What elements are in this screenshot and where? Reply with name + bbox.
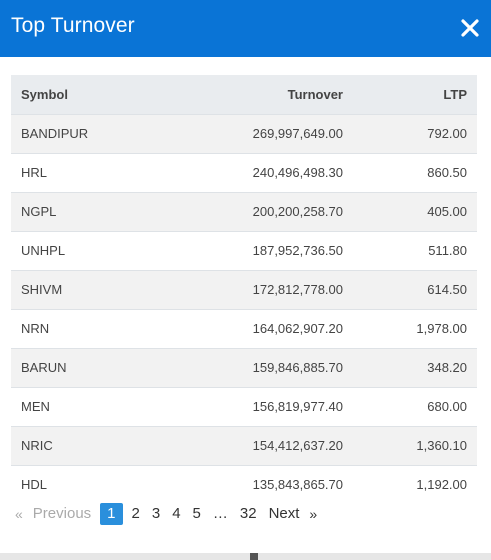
cell-turnover: 172,812,778.00	[252, 282, 343, 297]
cell-ltp: 614.50	[427, 282, 467, 297]
column-header-turnover[interactable]: Turnover	[287, 86, 343, 102]
next-page-link[interactable]: Next	[268, 505, 300, 522]
cell-turnover: 240,496,498.30	[252, 165, 343, 180]
cell-turnover: 156,819,977.40	[252, 399, 343, 414]
cell-ltp: 860.50	[427, 165, 467, 180]
cell-symbol: BARUN	[21, 360, 67, 375]
cell-turnover: 164,062,907.20	[252, 321, 343, 336]
next-arrow[interactable]: »	[309, 506, 318, 522]
cell-turnover: 159,846,885.70	[252, 360, 343, 375]
cell-turnover: 269,997,649.00	[252, 126, 343, 141]
bottom-scroll-strip	[0, 553, 491, 560]
table-header-row: Symbol Turnover LTP	[11, 75, 477, 114]
cell-symbol: SHIVM	[21, 282, 63, 297]
cell-symbol: NRIC	[21, 438, 53, 453]
turnover-table-container: Symbol Turnover LTP BANDIPUR 269,997,649.…	[11, 75, 477, 504]
page-link-5[interactable]: 5	[192, 505, 201, 522]
table-row[interactable]: SHIVM 172,812,778.00 614.50	[11, 270, 477, 309]
modal-title: Top Turnover	[11, 14, 135, 37]
page-link-last[interactable]: 32	[239, 505, 257, 522]
cell-turnover: 187,952,736.50	[252, 243, 343, 258]
table-row[interactable]: BARUN 159,846,885.70 348.20	[11, 348, 477, 387]
cell-symbol: HRL	[21, 165, 48, 180]
cell-symbol: BANDIPUR	[21, 126, 89, 141]
pagination-ellipsis: …	[212, 505, 228, 522]
table-row[interactable]: HRL 240,496,498.30 860.50	[11, 153, 477, 192]
cell-turnover: 154,412,637.20	[252, 438, 343, 453]
table-row[interactable]: BANDIPUR 269,997,649.00 792.00	[11, 114, 477, 153]
page-link-3[interactable]: 3	[151, 505, 161, 522]
column-header-symbol[interactable]: Symbol	[21, 86, 68, 102]
table-row[interactable]: NRN 164,062,907.20 1,978.00	[11, 309, 477, 348]
cell-ltp: 1,978.00	[416, 321, 467, 336]
table-row[interactable]: UNHPL 187,952,736.50 511.80	[11, 231, 477, 270]
cell-symbol: HDL	[21, 477, 48, 493]
cell-ltp: 511.80	[428, 243, 467, 258]
cell-turnover: 200,200,258.70	[252, 204, 343, 219]
cell-ltp: 680.00	[427, 399, 467, 414]
page-link-4[interactable]: 4	[172, 505, 181, 522]
table-row[interactable]: MEN 156,819,977.40 680.00	[11, 387, 477, 426]
scroll-indicator[interactable]	[250, 553, 258, 560]
cell-turnover: 135,843,865.70	[252, 477, 343, 493]
close-button[interactable]	[459, 17, 481, 39]
cell-ltp: 405.00	[427, 204, 467, 219]
table-row[interactable]: HDL 135,843,865.70 1,192.00	[11, 465, 477, 504]
cell-symbol: NGPL	[21, 204, 57, 219]
table-row[interactable]: NRIC 154,412,637.20 1,360.10	[11, 426, 477, 465]
cell-ltp: 348.20	[427, 360, 467, 375]
table-row[interactable]: NGPL 200,200,258.70 405.00	[11, 192, 477, 231]
turnover-table: Symbol Turnover LTP BANDIPUR 269,997,649.…	[11, 75, 477, 504]
page-link-2[interactable]: 2	[131, 505, 140, 522]
page-link-1[interactable]: 1	[100, 503, 123, 525]
cell-ltp: 1,192.00	[416, 477, 467, 493]
cell-symbol: UNHPL	[21, 243, 66, 258]
previous-page-link: Previous	[32, 505, 92, 522]
pagination: « Previous 1 2 3 4 5 … 32 Next »	[11, 503, 321, 525]
modal-header: Top Turnover	[0, 0, 491, 57]
cell-ltp: 792.00	[427, 126, 467, 141]
cell-symbol: NRN	[21, 321, 50, 336]
column-header-ltp[interactable]: LTP	[443, 86, 467, 102]
cell-symbol: MEN	[21, 399, 50, 414]
prev-arrow: «	[15, 506, 23, 522]
cell-ltp: 1,360.10	[416, 438, 467, 453]
close-icon	[461, 19, 479, 37]
